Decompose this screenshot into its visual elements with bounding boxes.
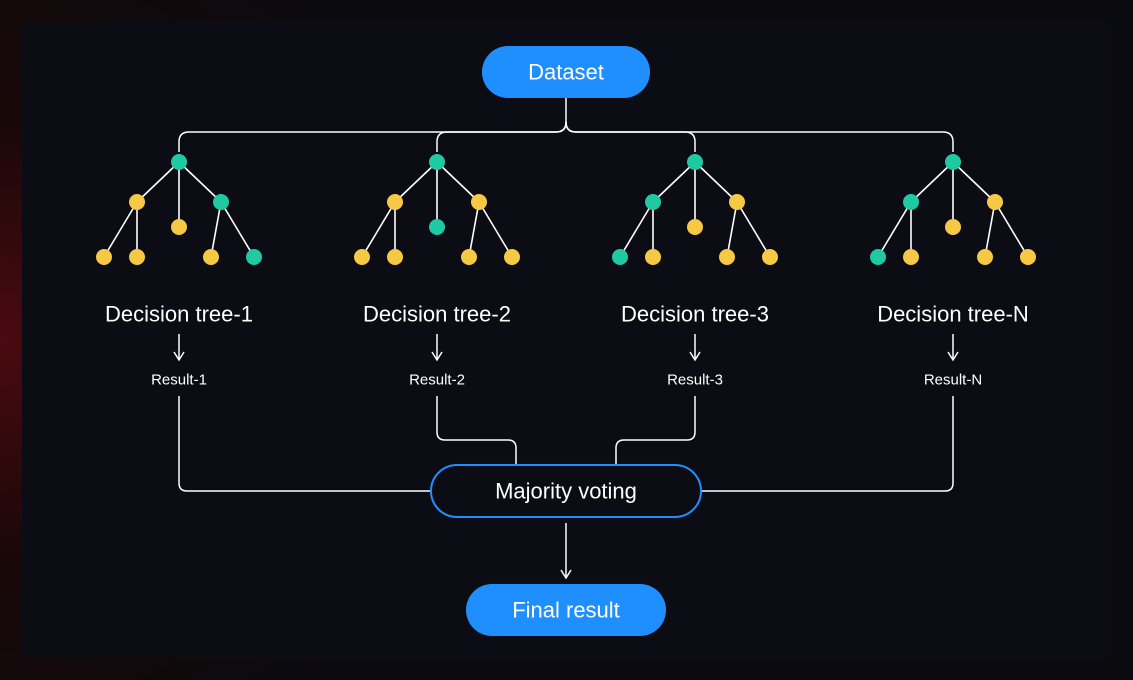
tree-2-edge-2: [695, 162, 737, 202]
tree-0-result-label: Result-1: [151, 372, 207, 389]
tree-2-edge-3: [620, 202, 653, 257]
tree-0-edge-0: [137, 162, 179, 202]
tree-3-result-label: Result-N: [924, 372, 982, 389]
tree-0-label: Decision tree-1: [105, 302, 253, 327]
tree-2-edge-0: [653, 162, 695, 202]
tree-1-node-ll: [354, 249, 370, 265]
tree-2-node-lr: [645, 249, 661, 265]
tree-0-node-l: [129, 194, 145, 210]
tree-1-node-rl: [461, 249, 477, 265]
fanout-branch-3: [566, 122, 953, 152]
decision-tree-2: [612, 154, 778, 265]
tree-2-edge-5: [727, 202, 737, 257]
gather-branch-0: [179, 396, 431, 491]
tree-0-edge-2: [179, 162, 221, 202]
fanout-branch-2: [566, 122, 695, 152]
tree-0-node-rl: [203, 249, 219, 265]
tree-2-node-m: [687, 219, 703, 235]
tree-1-edge-2: [437, 162, 479, 202]
decision-tree-1: [354, 154, 520, 265]
tree-1-edge-0: [395, 162, 437, 202]
tree-1-node-m: [429, 219, 445, 235]
tree-3-node-ll: [870, 249, 886, 265]
decision-tree-3: [870, 154, 1036, 265]
tree-0-edge-5: [211, 202, 221, 257]
dataset-label: Dataset: [528, 60, 604, 85]
gather-branch-2: [616, 396, 695, 465]
tree-1-node-l: [387, 194, 403, 210]
final-result-label: Final result: [512, 598, 620, 623]
tree-1-edge-5: [469, 202, 479, 257]
fanout-branch-0: [179, 122, 566, 152]
tree-2-node-rl: [719, 249, 735, 265]
tree-0-node-rx: [246, 249, 262, 265]
gather-branch-3: [701, 396, 953, 491]
tree-3-node-rr: [987, 194, 1003, 210]
gather-branch-1: [437, 396, 516, 465]
tree-0-edge-3: [104, 202, 137, 257]
tree-3-edge-3: [878, 202, 911, 257]
tree-2-edge-6: [737, 202, 770, 257]
tree-3-node-lr: [903, 249, 919, 265]
tree-3-node-m: [945, 219, 961, 235]
tree-0-edge-6: [221, 202, 254, 257]
tree-3-node-r: [945, 154, 961, 170]
tree-2-node-rr: [729, 194, 745, 210]
tree-2-result-label: Result-3: [667, 372, 723, 389]
random-forest-diagram: Dataset Decision tree-1 Result-1 Decision t…: [22, 22, 1111, 658]
tree-0-node-m: [171, 219, 187, 235]
tree-1-label: Decision tree-2: [363, 302, 511, 327]
tree-0-node-ll: [96, 249, 112, 265]
tree-1-edge-6: [479, 202, 512, 257]
tree-1-result-label: Result-2: [409, 372, 465, 389]
tree-3-node-rx: [1020, 249, 1036, 265]
tree-3-node-rl: [977, 249, 993, 265]
tree-3-edge-2: [953, 162, 995, 202]
tree-0-node-lr: [129, 249, 145, 265]
tree-1-node-rr: [471, 194, 487, 210]
tree-2-node-r: [687, 154, 703, 170]
diagram-inner-panel: Dataset Decision tree-1 Result-1 Decision t…: [22, 22, 1111, 658]
tree-1-node-lr: [387, 249, 403, 265]
tree-3-edge-0: [911, 162, 953, 202]
decision-tree-0: [96, 154, 262, 265]
majority-voting-label: Majority voting: [495, 479, 637, 504]
tree-3-edge-6: [995, 202, 1028, 257]
fanout-branch-1: [437, 122, 566, 152]
tree-1-node-rx: [504, 249, 520, 265]
tree-0-node-rr: [213, 194, 229, 210]
tree-0-node-r: [171, 154, 187, 170]
tree-1-edge-3: [362, 202, 395, 257]
tree-1-node-r: [429, 154, 445, 170]
tree-2-node-l: [645, 194, 661, 210]
tree-3-node-l: [903, 194, 919, 210]
diagram-outer-frame: Dataset Decision tree-1 Result-1 Decision t…: [0, 0, 1133, 680]
tree-2-label: Decision tree-3: [621, 302, 769, 327]
tree-3-label: Decision tree-N: [877, 302, 1029, 327]
tree-3-edge-5: [985, 202, 995, 257]
tree-2-node-ll: [612, 249, 628, 265]
tree-2-node-rx: [762, 249, 778, 265]
